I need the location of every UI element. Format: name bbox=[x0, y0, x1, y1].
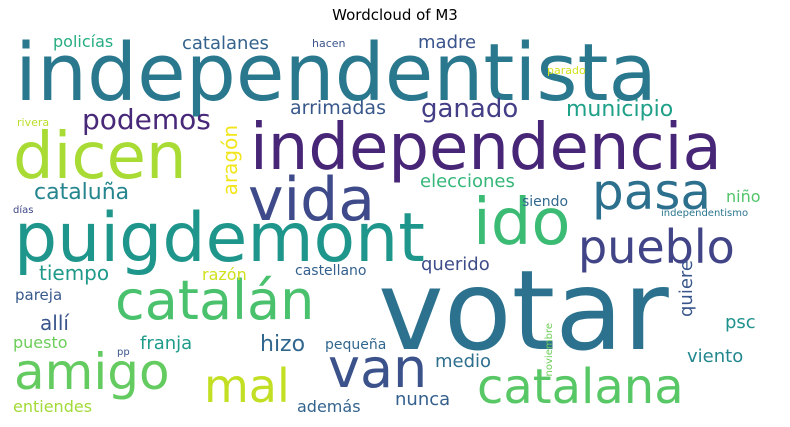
word-noviembre: noviembre bbox=[544, 323, 555, 377]
word-quiere: quiere bbox=[676, 260, 697, 317]
word-viento: viento bbox=[687, 346, 744, 367]
word-hizo: hizo bbox=[260, 332, 306, 357]
word-hacen: hacen bbox=[312, 37, 346, 50]
word-dicen: dicen bbox=[13, 120, 187, 194]
word-arrimadas: arrimadas bbox=[290, 97, 386, 119]
word-votar: votar bbox=[378, 247, 669, 376]
word-dias: días bbox=[13, 205, 34, 216]
word-psc: psc bbox=[725, 312, 756, 333]
word-querido: querido bbox=[421, 254, 490, 275]
word-alli: allí bbox=[40, 311, 69, 335]
word-pp: pp bbox=[117, 347, 130, 358]
word-van: van bbox=[328, 337, 428, 400]
word-independentista: independentista bbox=[15, 30, 657, 119]
word-independencia: independencia bbox=[250, 111, 722, 185]
word-ademas: además bbox=[297, 397, 361, 416]
word-castellano: castellano bbox=[295, 263, 367, 279]
word-pasa: pasa bbox=[592, 163, 712, 221]
word-puesto: puesto bbox=[13, 333, 68, 352]
word-amigo: amigo bbox=[14, 343, 170, 401]
word-vida: vida bbox=[248, 165, 376, 235]
word-puigdemont: puigdemont bbox=[14, 199, 425, 278]
word-siendo: siendo bbox=[522, 194, 569, 210]
word-catalanes: catalanes bbox=[182, 33, 269, 54]
word-nunca: nunca bbox=[395, 389, 451, 410]
word-entiendes: entiendes bbox=[13, 397, 93, 416]
word-podemos: podemos bbox=[82, 103, 211, 136]
word-parado: parado bbox=[547, 64, 586, 77]
word-municipio: municipio bbox=[566, 97, 674, 122]
word-catalan: catalán bbox=[115, 269, 315, 332]
word-madre: madre bbox=[418, 32, 477, 53]
word-aragon: aragón bbox=[218, 125, 242, 196]
word-ido: ido bbox=[473, 186, 571, 260]
word-policias: policías bbox=[53, 32, 114, 51]
chart-title: Wordcloud of M3 bbox=[332, 6, 458, 24]
word-razon: razón bbox=[202, 265, 247, 284]
word-independentismo: independentismo bbox=[661, 208, 749, 219]
word-ganado: ganado bbox=[421, 94, 519, 124]
word-medio: medio bbox=[435, 351, 492, 372]
word-elecciones: elecciones bbox=[420, 171, 515, 192]
word-rivera: rivera bbox=[17, 116, 50, 129]
word-mal: mal bbox=[204, 359, 290, 413]
word-nino: niño bbox=[726, 187, 761, 206]
word-cataluna: cataluña bbox=[34, 180, 130, 205]
word-tiempo: tiempo bbox=[39, 261, 110, 285]
word-franja: franja bbox=[140, 333, 193, 354]
word-catalana: catalana bbox=[477, 359, 684, 415]
word-pequena: pequeña bbox=[325, 337, 387, 353]
word-cloud: independentista independencia votar puig… bbox=[10, 30, 780, 419]
word-pueblo: pueblo bbox=[578, 220, 735, 274]
word-pareja: pareja bbox=[15, 286, 63, 304]
